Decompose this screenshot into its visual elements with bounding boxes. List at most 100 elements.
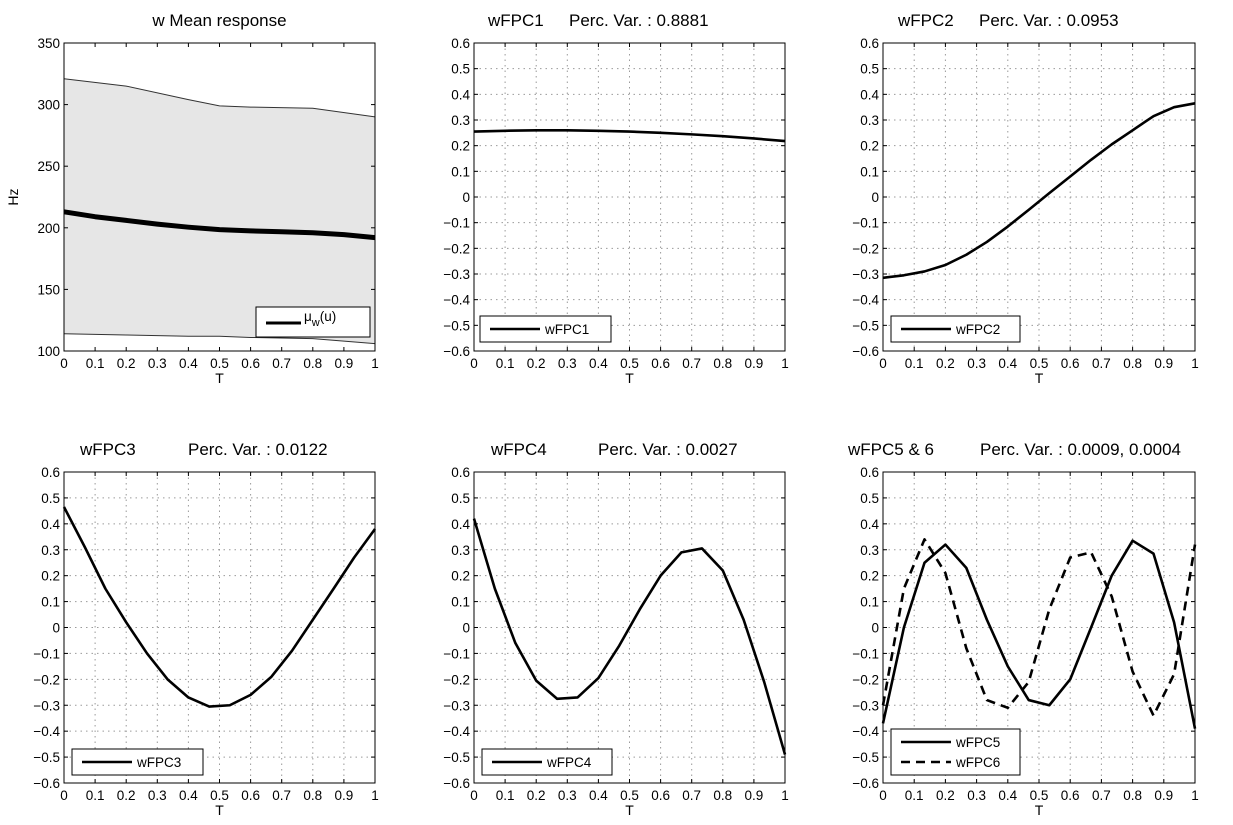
x-tick-label: 0.8 <box>713 788 732 803</box>
x-tick-label: 0.1 <box>496 356 515 371</box>
x-tick-label: 0.5 <box>620 788 639 803</box>
y-tick-label: 0.5 <box>451 491 470 506</box>
x-tick-label: 0.2 <box>527 788 546 803</box>
y-tick-label: 0.2 <box>860 569 879 584</box>
x-tick-label: 0.8 <box>1123 788 1142 803</box>
x-tick-label: 0.9 <box>335 788 354 803</box>
y-tick-label: −0.6 <box>852 776 879 791</box>
y-tick-label: 0.3 <box>860 113 879 128</box>
x-tick-label: 0.2 <box>117 356 136 371</box>
legend-label: μw(u) <box>304 309 336 329</box>
y-tick-label: 150 <box>37 282 60 297</box>
legend-box <box>890 728 1021 776</box>
y-tick-label: −0.6 <box>443 776 470 791</box>
y-tick-label: 0.5 <box>451 62 470 77</box>
y-tick-label: 0.4 <box>451 87 470 102</box>
legend-label: wFPC3 <box>136 755 181 770</box>
x-tick-label: 0.8 <box>303 788 322 803</box>
y-tick-label: −0.2 <box>852 672 879 687</box>
chart-subtitle: Perc. Var. : 0.0027 <box>598 440 738 459</box>
x-tick-label: 0.9 <box>1154 356 1173 371</box>
y-tick-label: 0.1 <box>860 164 879 179</box>
y-tick-label: −0.1 <box>33 646 60 661</box>
x-tick-label: 0 <box>470 356 478 371</box>
chart-title: wFPC1 <box>487 11 544 30</box>
y-tick-label: −0.5 <box>33 750 60 765</box>
legend: wFPC4 <box>481 748 613 776</box>
chart-title: w Mean response <box>151 11 286 30</box>
x-tick-label: 0.5 <box>1030 356 1049 371</box>
y-tick-label: 0.6 <box>451 36 470 51</box>
x-axis-label: T <box>215 370 224 386</box>
y-tick-label: 0.6 <box>451 465 470 480</box>
chart-panel-1: 0 0.1 0.2 0.3 0.4 0.5 0.6 0.7 0.8 0.9 1 100 150 200 25… <box>5 11 379 386</box>
y-tick-label: −0.6 <box>852 344 879 359</box>
legend-label: wFPC2 <box>955 322 1000 337</box>
x-tick-label: 0.3 <box>558 356 577 371</box>
y-tick-label: −0.3 <box>33 698 60 713</box>
chart-panel-4: 0 0.1 0.2 0.3 0.4 0.5 0.6 0.7 0.8 0.9 1 −0.6 −0.5 −0.… <box>33 440 378 818</box>
y-axis-label: Hz <box>5 188 21 205</box>
x-tick-label: 0.1 <box>86 788 105 803</box>
x-tick-label: 0.5 <box>620 356 639 371</box>
x-axis-label: T <box>625 370 634 386</box>
x-tick-label: 0.9 <box>745 356 764 371</box>
x-tick-label: 0.3 <box>967 356 986 371</box>
chart-subtitle: Perc. Var. : 0.0009, 0.0004 <box>980 440 1181 459</box>
y-tick-label: 0.6 <box>860 36 879 51</box>
y-tick-label: 0.1 <box>860 595 879 610</box>
y-tick-label: −0.1 <box>443 216 470 231</box>
y-tick-label: −0.1 <box>852 646 879 661</box>
y-tick-label: −0.6 <box>33 776 60 791</box>
x-tick-label: 0.6 <box>241 788 260 803</box>
x-tick-label: 1 <box>371 788 379 803</box>
chart-panel-6: 0 0.1 0.2 0.3 0.4 0.5 0.6 0.7 0.8 0.9 1 −0.6 −0.5 −0.… <box>847 440 1199 818</box>
series-line-wfpc3 <box>62 506 377 708</box>
chart-subtitle: Perc. Var. : 0.0122 <box>188 440 328 459</box>
y-tick-label: 0.2 <box>451 569 470 584</box>
y-tick-label: −0.3 <box>443 267 470 282</box>
legend: wFPC2 <box>890 315 1021 343</box>
y-tick-label: 0.3 <box>451 543 470 558</box>
x-tick-label: 1 <box>781 788 789 803</box>
x-tick-label: 0.4 <box>589 356 608 371</box>
y-tick-label: −0.3 <box>852 698 879 713</box>
series-line-wfpc4 <box>472 518 787 755</box>
y-tick-label: 200 <box>37 221 60 236</box>
x-tick-label: 0.2 <box>117 788 136 803</box>
y-tick-label: −0.5 <box>852 750 879 765</box>
y-tick-label: 0.5 <box>41 491 60 506</box>
y-tick-label: 0.4 <box>860 517 879 532</box>
y-tick-label: 0.4 <box>860 87 879 102</box>
chart-title: wFPC3 <box>79 440 136 459</box>
y-tick-label: 0.1 <box>41 595 60 610</box>
x-tick-label: 0.7 <box>1092 788 1111 803</box>
series-line-wfpc2 <box>882 102 1196 280</box>
y-tick-label: 250 <box>37 159 60 174</box>
y-tick-label: −0.4 <box>852 293 879 308</box>
y-tick-label: 0 <box>462 190 470 205</box>
x-tick-label: 0.4 <box>998 356 1017 371</box>
y-tick-label: 0.3 <box>451 113 470 128</box>
x-tick-label: 0.2 <box>936 356 955 371</box>
legend: wFPC5 wFPC6 <box>890 728 1021 776</box>
x-tick-label: 0.6 <box>651 356 670 371</box>
x-tick-label: 0.4 <box>179 788 198 803</box>
y-tick-label: −0.6 <box>443 344 470 359</box>
series-line-wfpc1 <box>473 128 786 143</box>
x-tick-label: 1 <box>371 356 379 371</box>
series-line--w-u- <box>63 209 376 241</box>
y-tick-label: 0.2 <box>41 569 60 584</box>
y-tick-label: −0.1 <box>852 216 879 231</box>
y-tick-label: 350 <box>37 36 60 51</box>
legend-label: wFPC5 <box>955 735 1000 750</box>
x-tick-label: 1 <box>781 356 789 371</box>
chart-title: wFPC5 & 6 <box>847 440 934 459</box>
y-tick-label: 0.2 <box>860 139 879 154</box>
x-tick-label: 0.2 <box>527 356 546 371</box>
band-upper-line <box>63 78 376 118</box>
y-tick-label: 0.6 <box>41 465 60 480</box>
y-tick-label: −0.2 <box>852 241 879 256</box>
y-tick-label: −0.5 <box>443 318 470 333</box>
y-tick-label: −0.4 <box>443 724 470 739</box>
